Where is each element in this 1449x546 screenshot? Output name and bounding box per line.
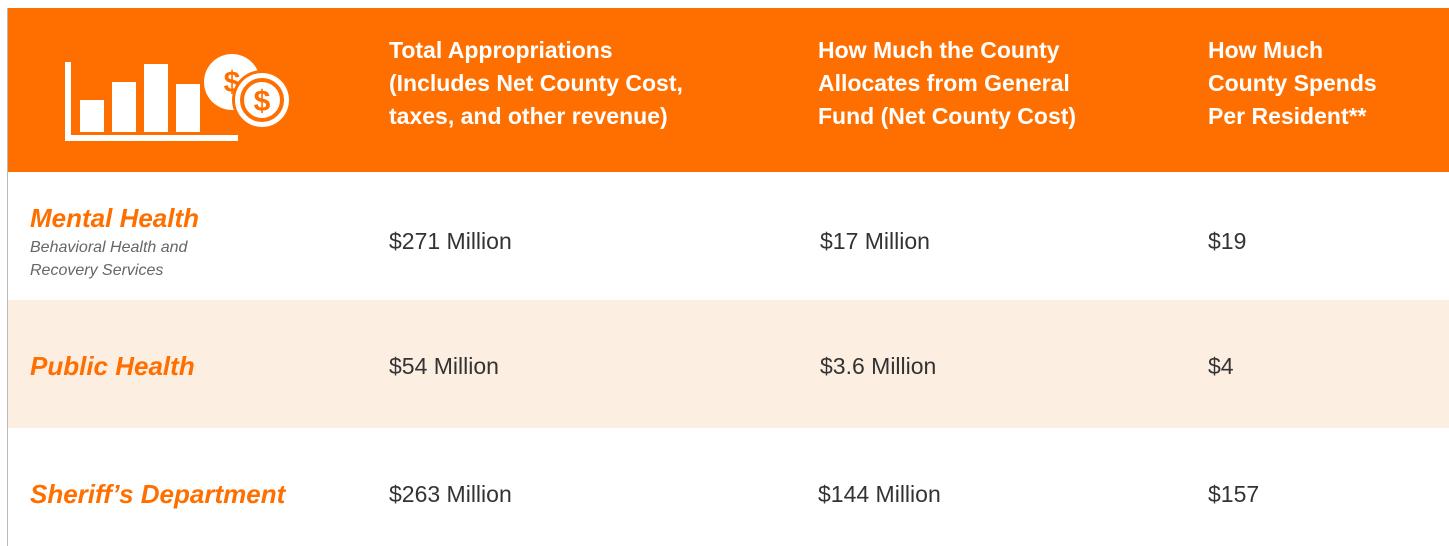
cell: $54 Million [389,353,499,379]
row-label: Sheriff’s Department [30,479,286,509]
sublabel-line: Recovery Services [30,262,164,279]
table-row [8,172,1449,300]
column-header: Total Appropriations (Includes Net Count… [389,34,683,133]
left-border [7,8,8,546]
cell: $4 [1208,353,1234,379]
cell: $3.6 Million [820,353,937,379]
table-row [8,428,1449,546]
header-line: Total Appropriations [389,37,613,63]
header-line: County Spends [1208,70,1377,96]
column-header: How Much the County Allocates from Gener… [818,34,1076,133]
row-label: Mental Health [30,203,200,233]
row-label: Public Health [30,351,195,381]
svg-text:$: $ [254,85,271,118]
header-line: How Much [1208,37,1323,63]
column-header: How Much County Spends Per Resident** [1208,34,1377,133]
header-line: Allocates from General [818,70,1070,96]
cell: $19 [1208,228,1247,254]
cell: $157 [1208,481,1260,507]
sublabel-line: Behavioral Health and [30,239,188,256]
table-row [8,300,1449,428]
header-line: (Includes Net County Cost, [389,70,683,96]
header-line: Fund (Net County Cost) [818,103,1077,129]
cell: $263 Million [389,481,512,507]
cell: $144 Million [818,481,941,507]
row-sublabel: Behavioral Health and Recovery Services [30,236,187,282]
budget-icon: $ $ [65,54,292,141]
header-line: Per Resident** [1208,103,1367,129]
cell: $271 Million [389,228,512,254]
header-line: How Much the County [818,37,1060,63]
cell: $17 Million [820,228,930,254]
header-line: taxes, and other revenue) [389,103,668,129]
